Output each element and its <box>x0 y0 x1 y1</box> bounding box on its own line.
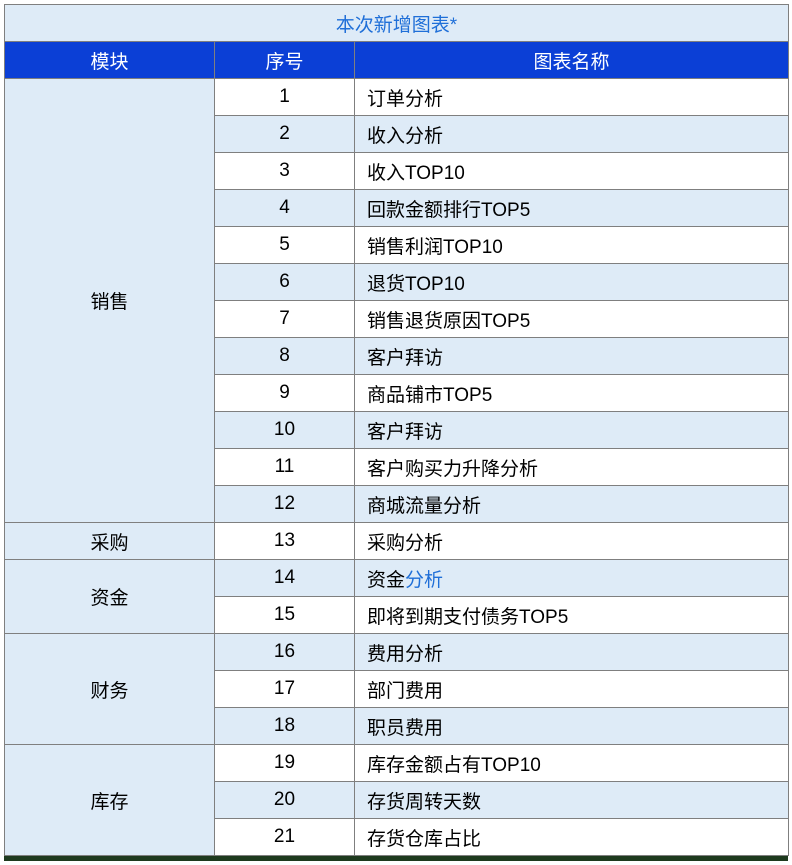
name-cell: 收入TOP10 <box>355 153 789 190</box>
name-cell: 即将到期支付债务TOP5 <box>355 597 789 634</box>
name-cell: 销售退货原因TOP5 <box>355 301 789 338</box>
name-cell: 销售利润TOP10 <box>355 227 789 264</box>
index-cell: 8 <box>215 338 355 375</box>
index-cell: 5 <box>215 227 355 264</box>
name-cell: 库存金额占有TOP10 <box>355 745 789 782</box>
module-cell: 资金 <box>5 560 215 634</box>
index-cell: 1 <box>215 79 355 116</box>
name-cell: 商品铺市TOP5 <box>355 375 789 412</box>
index-cell: 14 <box>215 560 355 597</box>
header-index: 序号 <box>215 42 355 79</box>
name-cell: 资金分析 <box>355 560 789 597</box>
module-cell: 库存 <box>5 745 215 856</box>
index-cell: 6 <box>215 264 355 301</box>
table-row: 财务16费用分析 <box>5 634 789 671</box>
name-cell: 存货仓库占比 <box>355 819 789 856</box>
name-cell: 商城流量分析 <box>355 486 789 523</box>
index-cell: 13 <box>215 523 355 560</box>
index-cell: 17 <box>215 671 355 708</box>
name-cell: 回款金额排行TOP5 <box>355 190 789 227</box>
name-cell: 部门费用 <box>355 671 789 708</box>
name-cell: 退货TOP10 <box>355 264 789 301</box>
header-module: 模块 <box>5 42 215 79</box>
index-cell: 3 <box>215 153 355 190</box>
index-cell: 4 <box>215 190 355 227</box>
header-name: 图表名称 <box>355 42 789 79</box>
index-cell: 10 <box>215 412 355 449</box>
table-row: 销售1订单分析 <box>5 79 789 116</box>
name-cell: 收入分析 <box>355 116 789 153</box>
index-cell: 9 <box>215 375 355 412</box>
name-cell: 订单分析 <box>355 79 789 116</box>
name-cell: 客户拜访 <box>355 412 789 449</box>
index-cell: 11 <box>215 449 355 486</box>
module-cell: 财务 <box>5 634 215 745</box>
index-cell: 15 <box>215 597 355 634</box>
table-row: 采购13采购分析 <box>5 523 789 560</box>
table-row: 库存19库存金额占有TOP10 <box>5 745 789 782</box>
table-row: 资金 14资金分析 <box>5 560 789 597</box>
index-cell: 16 <box>215 634 355 671</box>
index-cell: 20 <box>215 782 355 819</box>
index-cell: 19 <box>215 745 355 782</box>
name-cell: 费用分析 <box>355 634 789 671</box>
bottom-bar <box>4 856 788 861</box>
table-title: 本次新增图表* <box>5 5 789 42</box>
new-charts-table: 本次新增图表*模块序号图表名称销售1订单分析2收入分析3收入TOP104回款金额… <box>4 4 789 856</box>
name-highlight: 分析 <box>405 570 443 591</box>
module-cell: 销售 <box>5 79 215 523</box>
module-cell: 采购 <box>5 523 215 560</box>
index-cell: 21 <box>215 819 355 856</box>
name-cell: 职员费用 <box>355 708 789 745</box>
index-cell: 2 <box>215 116 355 153</box>
index-cell: 7 <box>215 301 355 338</box>
name-cell: 采购分析 <box>355 523 789 560</box>
name-cell: 存货周转天数 <box>355 782 789 819</box>
name-text: 资金 <box>367 570 405 591</box>
name-cell: 客户购买力升降分析 <box>355 449 789 486</box>
index-cell: 18 <box>215 708 355 745</box>
index-cell: 12 <box>215 486 355 523</box>
name-cell: 客户拜访 <box>355 338 789 375</box>
